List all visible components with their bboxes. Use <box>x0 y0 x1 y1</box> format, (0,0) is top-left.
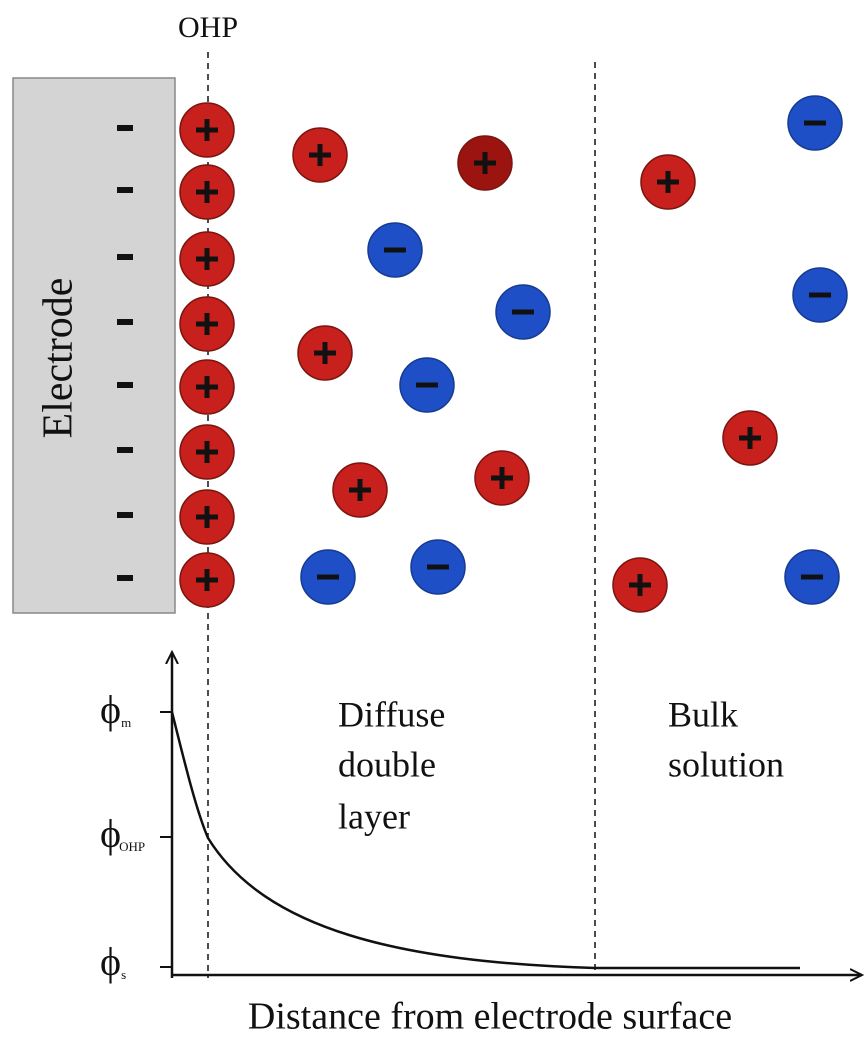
electrode-charge <box>117 447 133 453</box>
sign <box>384 248 406 253</box>
cation <box>180 425 234 479</box>
phi-m: ϕm <box>100 687 131 732</box>
sign <box>500 467 505 489</box>
phi-ohp: ϕOHP <box>100 811 145 856</box>
sign <box>205 441 210 463</box>
sign <box>358 479 363 501</box>
sign <box>205 248 210 270</box>
cation <box>298 326 352 380</box>
diffuse-label: double <box>338 744 436 784</box>
anion <box>411 540 465 594</box>
cation <box>458 136 512 190</box>
anion <box>793 268 847 322</box>
sign <box>317 575 339 580</box>
cation <box>475 451 529 505</box>
sign <box>638 574 643 596</box>
electrode-charge <box>117 382 133 388</box>
sign <box>205 569 210 591</box>
cation <box>180 553 234 607</box>
electrode-charge <box>117 254 133 260</box>
phi-s: ϕs <box>100 939 126 984</box>
bulk-label: Bulk <box>668 694 738 734</box>
sign <box>416 383 438 388</box>
electrode-charge <box>117 319 133 325</box>
electrode-label: Electrode <box>36 278 82 439</box>
electrode-charge <box>117 512 133 518</box>
electrode-charge <box>117 187 133 193</box>
cation <box>723 411 777 465</box>
cation <box>180 360 234 414</box>
cation <box>180 103 234 157</box>
cation <box>641 155 695 209</box>
cation <box>333 463 387 517</box>
sign <box>512 310 534 315</box>
sign <box>205 506 210 528</box>
sign <box>666 171 671 193</box>
anion <box>400 358 454 412</box>
sign <box>427 565 449 570</box>
sign <box>809 293 831 298</box>
ohp-label: OHP <box>178 11 238 44</box>
sign <box>323 342 328 364</box>
sign <box>804 121 826 126</box>
sign <box>483 152 488 174</box>
electrode-charge <box>117 575 133 581</box>
sign <box>205 181 210 203</box>
anion <box>785 550 839 604</box>
x-axis-label: Distance from electrode surface <box>248 996 732 1037</box>
sign <box>318 144 323 166</box>
sign <box>205 313 210 335</box>
page: {"labels": {"ohp": "OHP", "electrode": "… <box>0 0 865 1037</box>
sign <box>205 376 210 398</box>
cation <box>180 232 234 286</box>
electrode-charge <box>117 125 133 131</box>
cation <box>180 297 234 351</box>
cation <box>613 558 667 612</box>
ions <box>180 96 847 612</box>
sign <box>801 575 823 580</box>
diffuse-label: layer <box>338 796 410 836</box>
diffuse-label: Diffuse <box>338 694 445 734</box>
cation <box>180 490 234 544</box>
cation <box>180 165 234 219</box>
anion <box>496 285 550 339</box>
bulk-label: solution <box>668 744 784 784</box>
double-layer-diagram: Electrode OHP ϕm ϕOHP ϕs Diffuse double … <box>0 0 865 1037</box>
sign <box>205 119 210 141</box>
anion <box>368 223 422 277</box>
anion <box>301 550 355 604</box>
anion <box>788 96 842 150</box>
sign <box>748 427 753 449</box>
cation <box>293 128 347 182</box>
